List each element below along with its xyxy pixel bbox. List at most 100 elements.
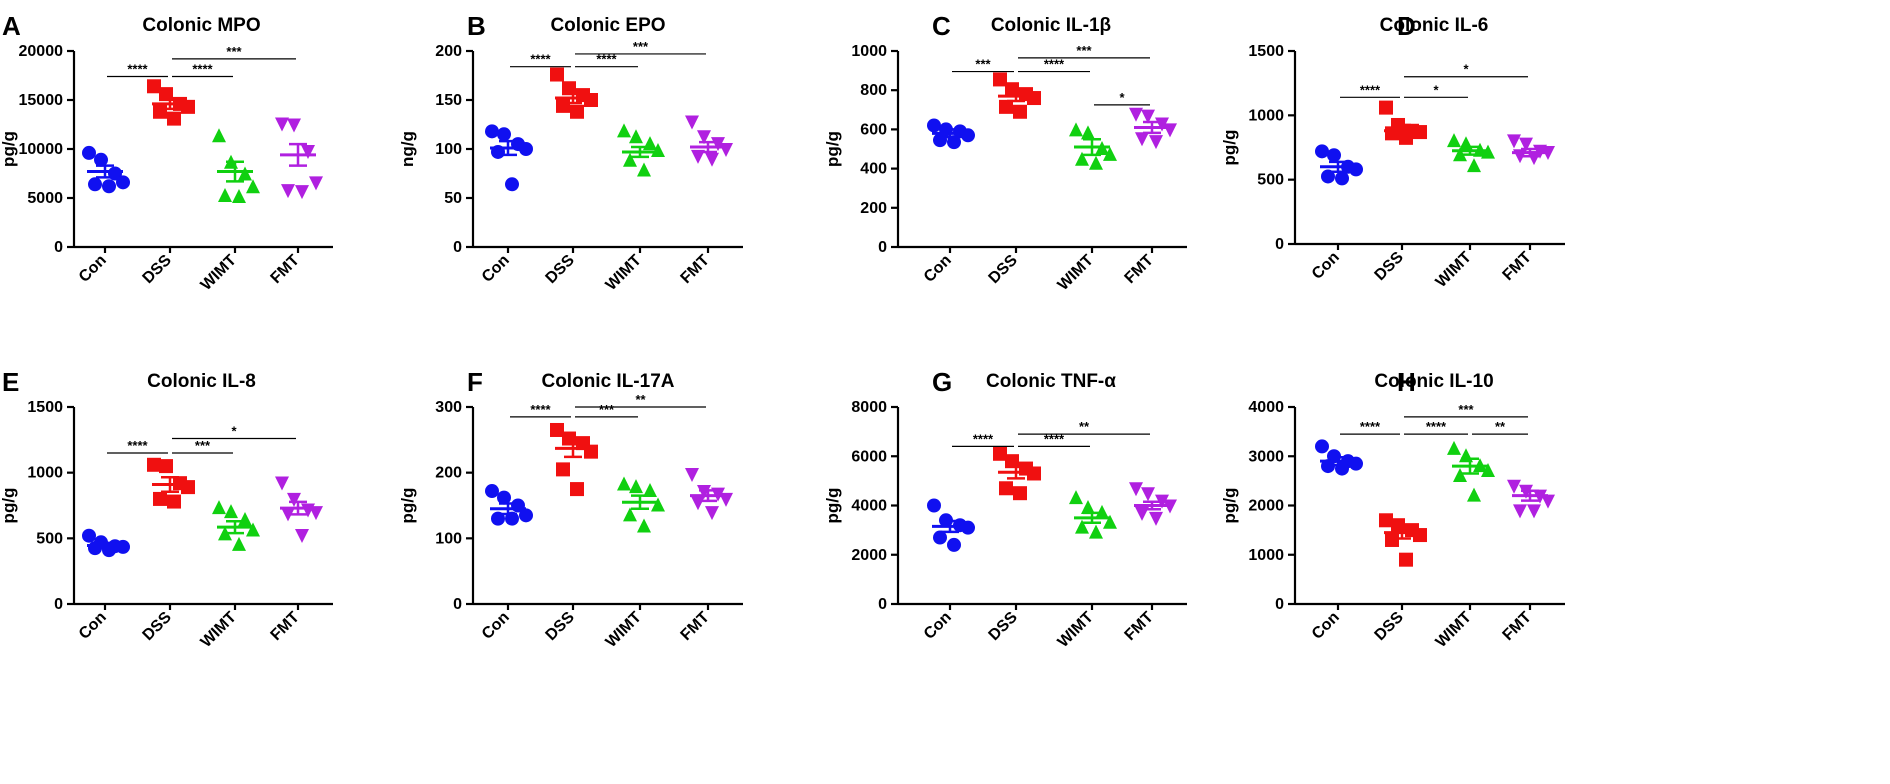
significance-label: ** (1079, 419, 1090, 434)
category-label-dss: DSS (543, 252, 579, 288)
data-point-fmt (1507, 479, 1521, 494)
data-point-con (116, 175, 130, 190)
category-label-dss: DSS (986, 609, 1022, 645)
y-tick-label: 800 (860, 82, 887, 99)
y-tick-label: 0 (453, 596, 462, 613)
category-label-wimt: WIMT (1055, 252, 1097, 294)
data-point-dss (1379, 100, 1393, 115)
data-point-wimt (629, 479, 643, 494)
significance-label: * (231, 424, 237, 439)
data-point-con (927, 118, 941, 133)
data-point-dss (584, 444, 598, 459)
data-point-wimt (1467, 487, 1481, 502)
data-point-wimt (218, 188, 232, 203)
data-point-wimt (617, 123, 631, 138)
data-point-dss (556, 462, 570, 477)
significance-label: *** (1458, 402, 1474, 417)
panel-A: A Colonic MPO 0 5000 10000 15000 20000 pg/g Con D… (0, 11, 333, 294)
data-point-wimt (1089, 524, 1103, 539)
data-point-fmt (275, 117, 289, 132)
panel-letter: B (467, 11, 486, 41)
data-point-fmt (1141, 487, 1155, 502)
data-point-wimt (212, 128, 226, 143)
data-point-con (1327, 148, 1341, 163)
data-point-fmt (287, 492, 301, 507)
y-axis-label: pg/g (1220, 130, 1239, 166)
y-tick-label: 2000 (1248, 498, 1284, 515)
data-point-con (497, 490, 511, 505)
data-point-dss (167, 111, 181, 126)
data-point-dss (1399, 552, 1413, 567)
category-label-dss: DSS (140, 609, 176, 645)
significance-label: **** (1044, 57, 1065, 72)
data-point-wimt (1069, 490, 1083, 505)
data-point-wimt (1453, 147, 1467, 162)
data-point-fmt (1541, 494, 1555, 509)
data-point-wimt (1103, 514, 1117, 529)
significance-label: **** (1360, 419, 1381, 434)
data-point-fmt (309, 176, 323, 191)
panel-letter: D (1397, 11, 1416, 41)
panel-title: Colonic EPO (550, 15, 665, 36)
category-label-dss: DSS (1372, 249, 1408, 285)
data-point-wimt (1103, 146, 1117, 161)
y-tick-label: 0 (1275, 596, 1284, 613)
panel-title: Colonic MPO (142, 15, 260, 36)
data-point-dss (993, 72, 1007, 87)
category-label-dss: DSS (986, 252, 1022, 288)
panel-E: E Colonic IL-8 0 500 1000 1500 pg/g Con DSS WIMT F… (0, 367, 333, 651)
significance-label: *** (1076, 43, 1092, 58)
data-point-dss (570, 482, 584, 497)
data-point-con (933, 133, 947, 148)
data-point-dss (167, 494, 181, 509)
category-label-wimt: WIMT (1055, 609, 1097, 651)
data-point-wimt (1095, 504, 1109, 519)
y-tick-label: 6000 (851, 448, 887, 465)
data-point-dss (1385, 532, 1399, 547)
data-point-con (947, 135, 961, 150)
data-point-con (102, 179, 116, 194)
data-point-fmt (705, 506, 719, 521)
data-point-con (1335, 171, 1349, 186)
panel-title: Colonic IL-10 (1374, 371, 1493, 392)
data-point-wimt (246, 179, 260, 194)
data-point-wimt (218, 526, 232, 541)
significance-label: **** (1044, 431, 1065, 446)
y-tick-label: 500 (1257, 172, 1284, 189)
significance-label: * (1463, 62, 1469, 77)
category-label-dss: DSS (1372, 609, 1408, 645)
data-point-con (519, 508, 533, 523)
significance-label: **** (1360, 82, 1381, 97)
category-label-wimt: WIMT (1433, 249, 1475, 291)
data-point-con (927, 498, 941, 513)
category-label-fmt: FMT (1500, 609, 1535, 644)
data-point-dss (1413, 528, 1427, 543)
data-point-fmt (1149, 135, 1163, 150)
category-label-fmt: FMT (1500, 249, 1535, 284)
y-tick-label: 1000 (851, 43, 887, 60)
y-tick-label: 100 (435, 141, 462, 158)
y-tick-label: 0 (54, 239, 63, 256)
data-point-dss (181, 99, 195, 114)
y-axis-label: pg/g (1220, 488, 1239, 524)
data-point-wimt (1481, 463, 1495, 478)
significance-label: **** (192, 61, 213, 76)
data-point-con (1349, 162, 1363, 177)
data-point-dss (159, 459, 173, 474)
y-axis-label: pg/g (398, 488, 417, 524)
category-label-con: Con (921, 252, 955, 286)
data-point-wimt (1081, 499, 1095, 514)
y-tick-label: 4000 (851, 498, 887, 515)
y-tick-label: 1500 (27, 399, 63, 416)
y-tick-label: 15000 (19, 92, 64, 109)
data-point-con (947, 537, 961, 552)
data-point-dss (1379, 513, 1393, 528)
category-label-fmt: FMT (268, 609, 303, 644)
category-label-wimt: WIMT (603, 252, 645, 294)
data-point-wimt (623, 152, 637, 167)
category-label-con: Con (76, 252, 110, 286)
data-point-wimt (651, 142, 665, 157)
data-point-con (1315, 144, 1329, 159)
